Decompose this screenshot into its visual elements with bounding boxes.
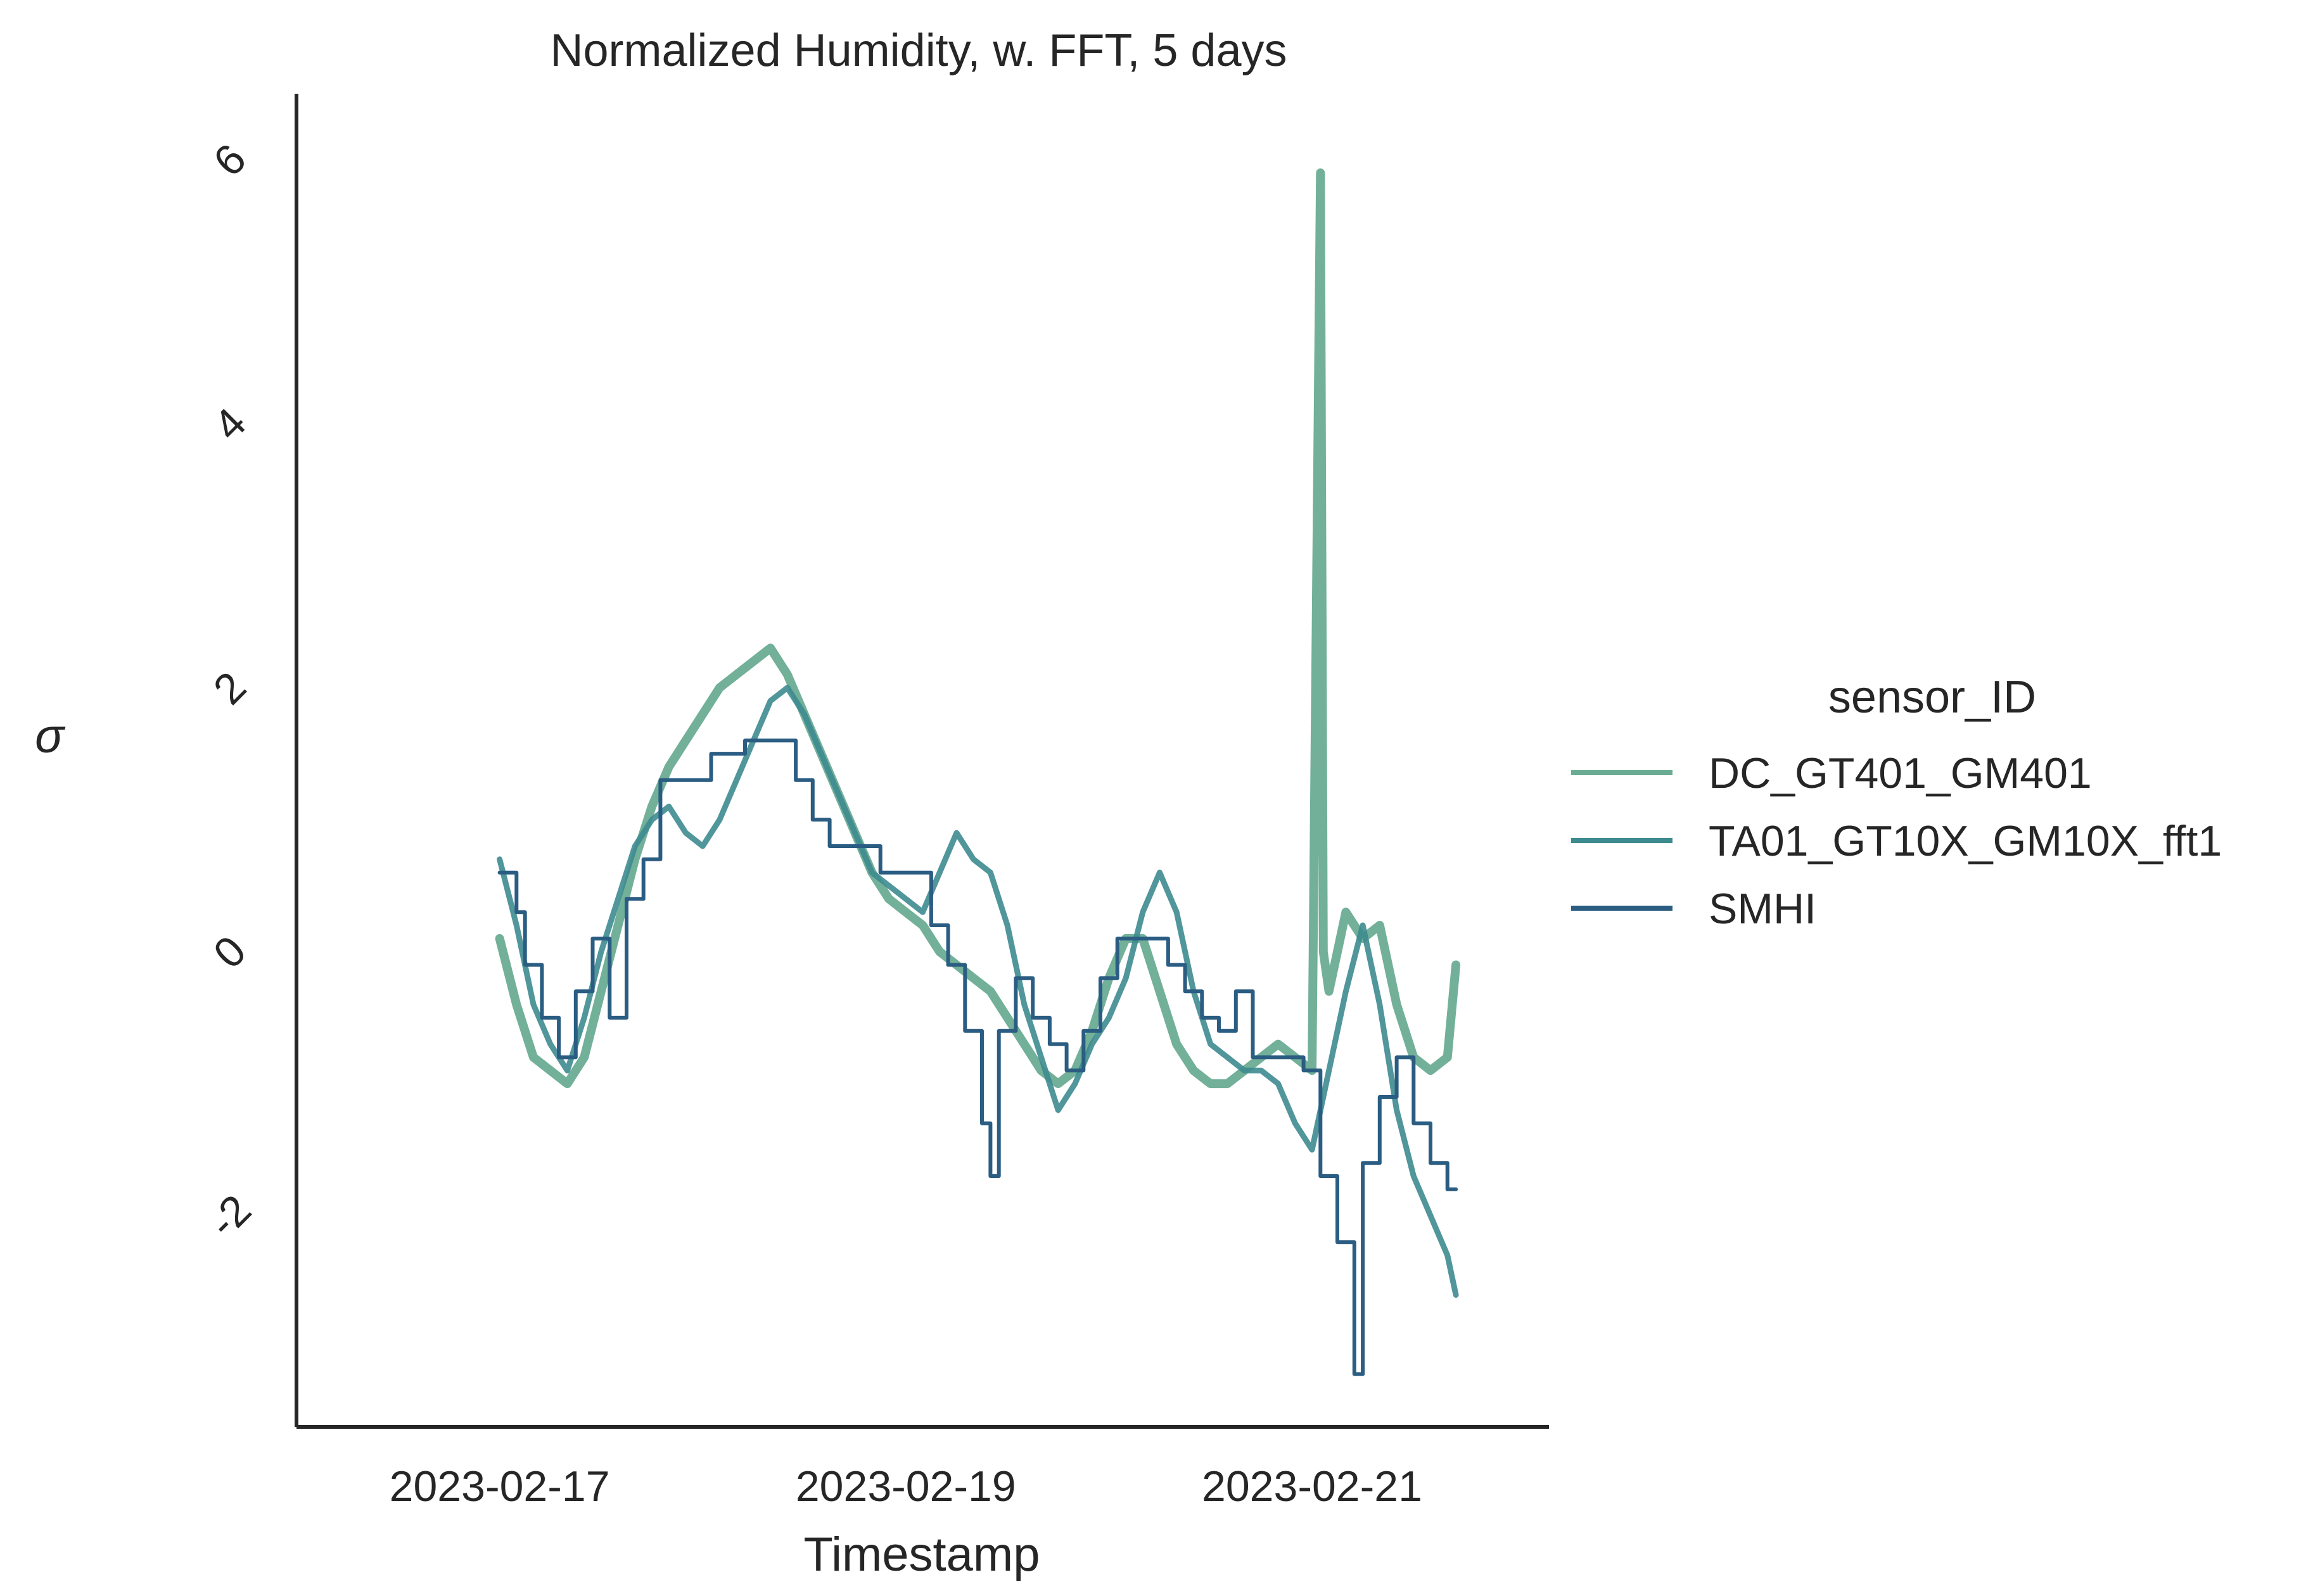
legend-label: TA01_GT10X_GM10X_fft1 [1709,817,2222,865]
legend-label: SMHI [1709,885,1816,933]
y-tick-label: 0 [204,927,255,977]
y-axis-ticks: -2 0 2 4 6 [199,135,260,1247]
y-axis-label: σ [35,709,66,763]
legend-label: DC_GT401_GM401 [1709,749,2092,797]
x-tick-label: 2023-02-19 [796,1462,1016,1510]
x-axis-ticks: 2023-02-17 2023-02-19 2023-02-21 [390,1462,1422,1510]
series-line-SMHI [497,738,1458,1376]
legend-title: sensor_ID [1828,672,2036,723]
x-tick-label: 2023-02-21 [1202,1462,1422,1510]
y-tick-label: -2 [199,1186,260,1246]
y-tick-label: 2 [204,662,255,713]
y-tick-label: 4 [204,399,255,450]
series-line-DC_GT401_GM401 [495,168,1461,1089]
x-tick-label: 2023-02-17 [390,1462,610,1510]
y-tick-label: 6 [204,135,255,186]
legend-items: DC_GT401_GM401 TA01_GT10X_GM10X_fft1 SMHI [1571,749,2222,933]
plot-area [495,168,1461,1376]
chart-title: Normalized Humidity, w. FFT, 5 days [551,25,1287,76]
x-axis-label: Timestamp [803,1528,1040,1581]
legend: sensor_ID DC_GT401_GM401 TA01_GT10X_GM10X… [1571,672,2222,933]
